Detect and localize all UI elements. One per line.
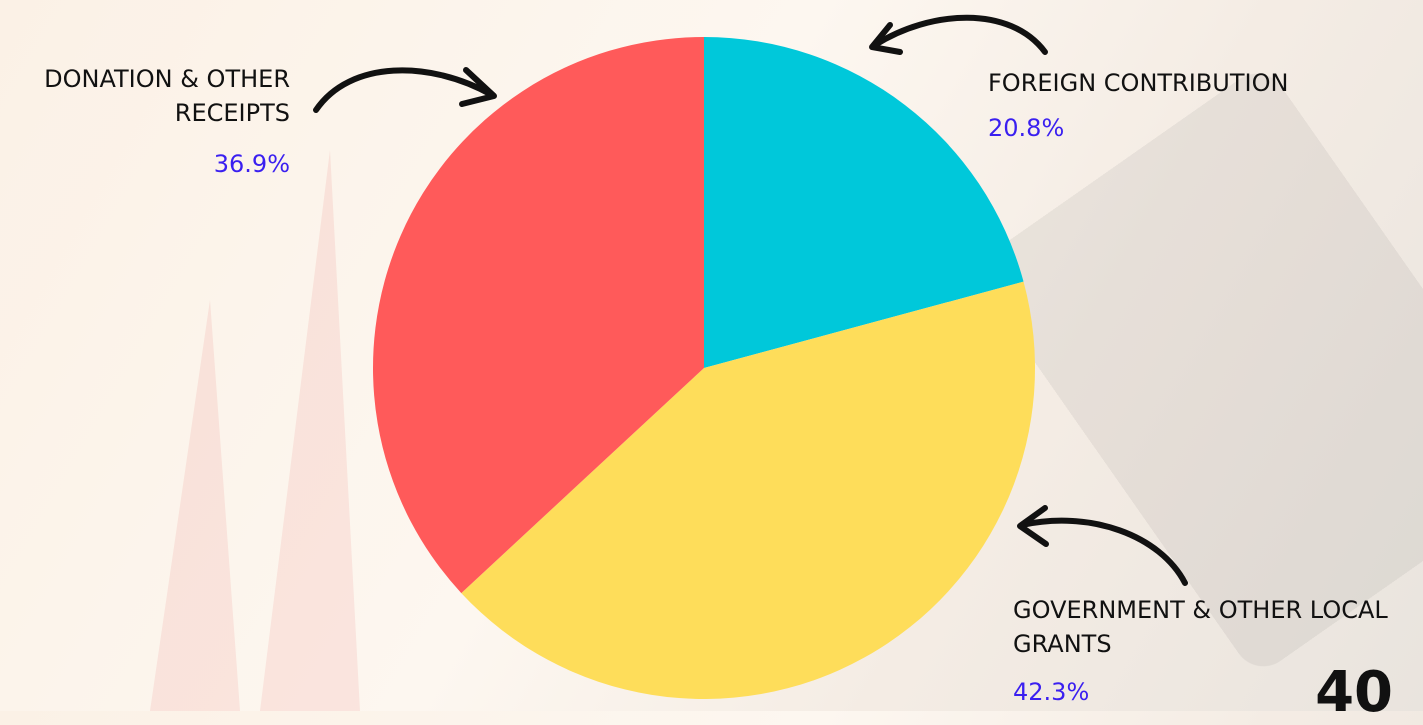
slice-label: DONATION & OTHER RECEIPTS (5, 62, 290, 130)
page-number: 40 (1315, 660, 1393, 725)
value-label: 36.9% (214, 150, 290, 178)
value-label: 20.8% (988, 114, 1064, 142)
slice-label: GOVERNMENT & OTHER LOCAL GRANTS (1013, 593, 1403, 661)
arrowhead (1020, 508, 1046, 544)
pie (373, 37, 1035, 699)
arrow (875, 18, 1045, 52)
page: DONATION & OTHER RECEIPTS 36.9% FOREIGN … (0, 0, 1423, 711)
slice-label: FOREIGN CONTRIBUTION (988, 66, 1418, 100)
value-label: 42.3% (1013, 678, 1089, 706)
